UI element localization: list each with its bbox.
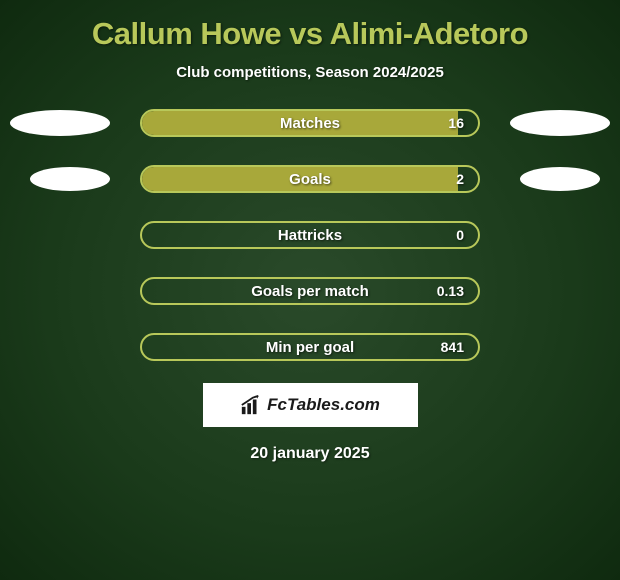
stat-value: 16 bbox=[448, 115, 464, 131]
stat-value: 841 bbox=[441, 339, 464, 355]
stat-value: 0.13 bbox=[437, 283, 464, 299]
chart-icon bbox=[240, 394, 262, 416]
logo-box: FcTables.com bbox=[203, 383, 418, 427]
logo-content: FcTables.com bbox=[240, 394, 380, 416]
stat-label: Min per goal bbox=[142, 339, 478, 356]
stat-bar: Matches 16 bbox=[140, 109, 480, 137]
player-left-badge bbox=[10, 110, 110, 136]
stat-row: Goals per match 0.13 bbox=[0, 277, 620, 305]
stat-bar: Min per goal 841 bbox=[140, 333, 480, 361]
player-right-badge bbox=[520, 167, 600, 191]
stat-bar: Goals per match 0.13 bbox=[140, 277, 480, 305]
stats-area: Matches 16 Goals 2 Hattricks 0 bbox=[0, 109, 620, 361]
player-left-badge bbox=[30, 167, 110, 191]
stat-label: Goals per match bbox=[142, 283, 478, 300]
stat-label: Hattricks bbox=[142, 227, 478, 244]
stat-row: Goals 2 bbox=[0, 165, 620, 193]
stat-row: Hattricks 0 bbox=[0, 221, 620, 249]
stat-label: Goals bbox=[142, 171, 478, 188]
player-right-badge bbox=[510, 110, 610, 136]
stat-row: Matches 16 bbox=[0, 109, 620, 137]
stat-value: 2 bbox=[456, 171, 464, 187]
subtitle: Club competitions, Season 2024/2025 bbox=[176, 64, 444, 81]
main-container: Callum Howe vs Alimi-Adetoro Club compet… bbox=[0, 0, 620, 473]
stat-row: Min per goal 841 bbox=[0, 333, 620, 361]
stat-value: 0 bbox=[456, 227, 464, 243]
logo-text: FcTables.com bbox=[267, 395, 380, 415]
stat-bar: Goals 2 bbox=[140, 165, 480, 193]
stat-label: Matches bbox=[142, 115, 478, 132]
stat-bar: Hattricks 0 bbox=[140, 221, 480, 249]
date-label: 20 january 2025 bbox=[250, 445, 369, 463]
page-title: Callum Howe vs Alimi-Adetoro bbox=[92, 16, 528, 52]
